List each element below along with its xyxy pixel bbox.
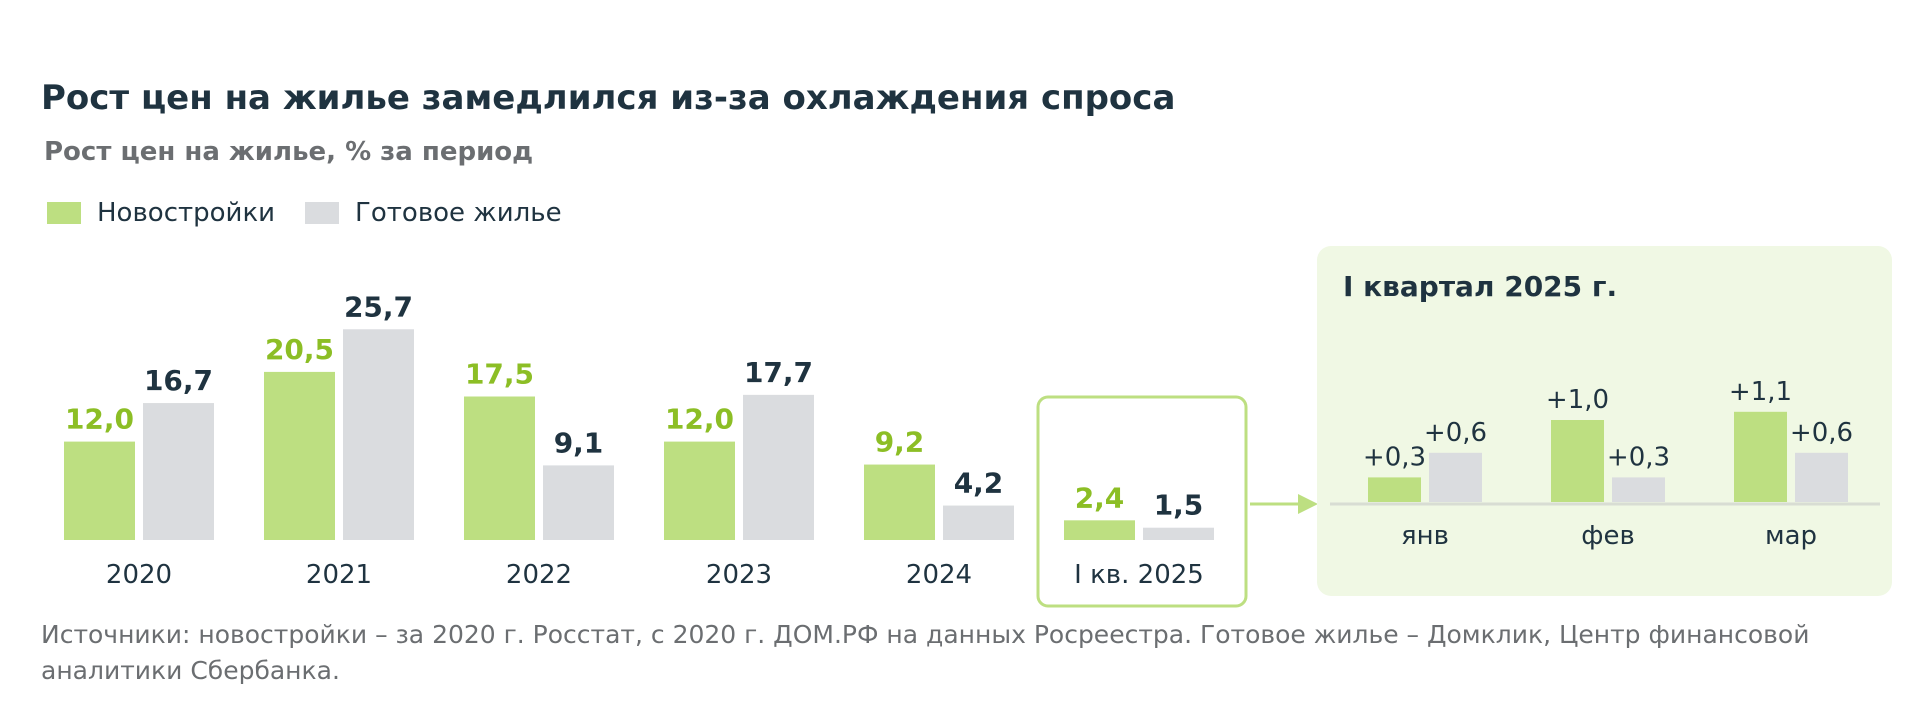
x-tick-label-2021: 2021 (306, 560, 372, 590)
data-label-new-2021: 20,5 (265, 333, 334, 366)
inset-bar-secondary-янв (1429, 452, 1482, 502)
bar-secondary-2020 (143, 403, 214, 540)
source-note: Источники: новостройки – за 2020 г. Росс… (41, 620, 1810, 685)
inset-x-tick-label-фев: фев (1581, 521, 1635, 551)
data-label-new-2020: 12,0 (65, 403, 134, 436)
inset-data-label-new-фев: +1,0 (1546, 385, 1609, 415)
bar-secondary-2024 (943, 505, 1014, 540)
inset-bar-new-янв (1368, 477, 1421, 502)
data-label-secondary-2020: 16,7 (144, 364, 213, 397)
inset-bar-new-мар (1734, 411, 1787, 502)
data-label-secondary-i-кв-2025: 1,5 (1154, 489, 1204, 522)
bar-secondary-i-кв-2025 (1143, 527, 1214, 540)
bar-new-2021 (264, 371, 335, 540)
data-label-new-2022: 17,5 (465, 358, 534, 391)
x-tick-label-2023: 2023 (706, 560, 772, 590)
inset-x-tick-label-мар: мар (1765, 521, 1817, 551)
legend-label-new: Новостройки (97, 198, 276, 228)
data-label-secondary-2021: 25,7 (344, 290, 413, 323)
inset-data-label-secondary-янв: +0,6 (1424, 418, 1487, 448)
inset-title: I квартал 2025 г. (1343, 270, 1617, 303)
data-label-new-2024: 9,2 (875, 426, 925, 459)
x-tick-label-i-кв-2025: I кв. 2025 (1074, 560, 1204, 590)
bar-new-2023 (664, 441, 735, 540)
bar-new-2022 (464, 396, 535, 540)
data-label-new-2023: 12,0 (665, 403, 734, 436)
legend-label-secondary: Готовое жилье (355, 198, 562, 228)
chart-subtitle: Рост цен на жилье, % за период (44, 137, 534, 167)
data-label-secondary-2023: 17,7 (744, 356, 813, 389)
legend-item-new: Новостройки (47, 198, 275, 228)
inset-bar-new-фев (1551, 420, 1604, 502)
inset-data-label-new-янв: +0,3 (1363, 442, 1426, 472)
data-label-secondary-2022: 9,1 (554, 426, 604, 459)
inset-data-label-new-мар: +1,1 (1729, 377, 1792, 407)
inset-data-label-secondary-мар: +0,6 (1790, 418, 1853, 448)
bar-secondary-2021 (343, 329, 414, 540)
bar-secondary-2022 (543, 465, 614, 540)
bar-new-i-кв-2025 (1064, 520, 1135, 540)
legend-item-secondary: Готовое жилье (305, 198, 562, 228)
connector-arrowhead (1298, 494, 1318, 514)
inset-panel (1317, 246, 1892, 596)
x-tick-label-2022: 2022 (506, 560, 572, 590)
legend-swatch-new (47, 202, 81, 224)
inset-x-tick-label-янв: янв (1401, 521, 1449, 551)
inset-bar-secondary-фев (1612, 477, 1665, 502)
chart-title: Рост цен на жилье замедлился из-за охлаж… (41, 78, 1176, 118)
inset-bar-secondary-мар (1795, 452, 1848, 502)
data-label-new-i-кв-2025: 2,4 (1075, 481, 1125, 514)
bar-secondary-2023 (743, 394, 814, 540)
inset-data-label-secondary-фев: +0,3 (1607, 442, 1670, 472)
bar-new-2024 (864, 464, 935, 540)
data-label-secondary-2024: 4,2 (954, 467, 1004, 500)
legend-swatch-secondary (305, 202, 339, 224)
x-tick-label-2024: 2024 (906, 560, 972, 590)
bar-new-2020 (64, 441, 135, 540)
highlight-box (1036, 395, 1248, 608)
x-tick-label-2020: 2020 (106, 560, 172, 590)
